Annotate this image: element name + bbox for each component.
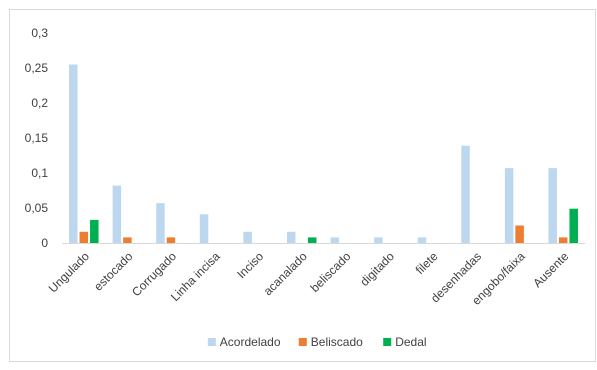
bar-acordelado-estocado bbox=[112, 185, 122, 243]
bar-acordelado-inciso bbox=[243, 231, 252, 243]
legend-swatch bbox=[207, 338, 216, 346]
bar-acordelado-engobo-faixa bbox=[504, 168, 514, 243]
bar-acordelado-filete bbox=[417, 237, 427, 243]
bar-acordelado-ungulado bbox=[69, 64, 78, 243]
bar-acordelado-acanalado bbox=[286, 231, 296, 243]
x-tick-label: beliscado bbox=[308, 249, 354, 295]
legend-item-beliscado: Beliscado bbox=[298, 335, 363, 349]
bar-beliscado-ausente bbox=[558, 237, 568, 243]
legend-label: Beliscado bbox=[311, 335, 363, 349]
legend-swatch bbox=[383, 338, 392, 346]
x-tick-label: estocado bbox=[91, 249, 136, 294]
bar-dedal-ausente bbox=[569, 208, 578, 243]
bars bbox=[69, 64, 578, 243]
x-tick-label: Ungulado bbox=[46, 249, 92, 295]
y-tick-label: 0,3 bbox=[31, 26, 48, 40]
chart-frame bbox=[9, 9, 596, 362]
chart-border bbox=[9, 9, 596, 362]
bar-beliscado-ungulado bbox=[79, 231, 89, 243]
y-tick-label: 0,05 bbox=[25, 201, 49, 215]
bar-beliscado-engobo-faixa bbox=[515, 225, 524, 243]
bar-acordelado-ausente bbox=[548, 168, 557, 243]
y-tick-label: 0,15 bbox=[25, 131, 49, 145]
bar-dedal-acanalado bbox=[307, 237, 317, 243]
x-tick-label: acanalado bbox=[261, 249, 310, 298]
legend-swatch bbox=[298, 338, 307, 346]
y-tick-label: 0,1 bbox=[31, 166, 48, 180]
x-tick-label: digitado bbox=[357, 249, 397, 289]
x-tick-label: filete bbox=[413, 249, 441, 277]
legend-item-acordelado: Acordelado bbox=[207, 335, 281, 349]
legend: Acordelado Beliscado Dedal bbox=[207, 335, 427, 349]
y-tick-label: 0,25 bbox=[25, 61, 49, 75]
bar-acordelado-corrugado bbox=[156, 203, 165, 243]
bar-acordelado-desenhadas bbox=[461, 145, 470, 243]
y-axis: 0 0,05 0,1 0,15 0,2 0,25 0,3 bbox=[25, 26, 49, 250]
y-tick-label: 0 bbox=[41, 236, 48, 250]
bar-acordelado-beliscado bbox=[330, 237, 340, 243]
x-tick-label: Ausente bbox=[530, 249, 571, 290]
legend-label: Acordelado bbox=[220, 335, 281, 349]
legend-label: Dedal bbox=[395, 335, 426, 349]
bar-beliscado-corrugado bbox=[166, 237, 176, 243]
x-tick-label: Inciso bbox=[234, 249, 266, 281]
legend-item-dedal: Dedal bbox=[383, 335, 427, 349]
bar-acordelado-digitado bbox=[374, 237, 383, 243]
bar-dedal-ungulado bbox=[90, 219, 99, 243]
bar-acordelado-linha-incisa bbox=[199, 214, 209, 243]
bar-beliscado-estocado bbox=[123, 237, 132, 243]
y-tick-label: 0,2 bbox=[31, 96, 48, 110]
